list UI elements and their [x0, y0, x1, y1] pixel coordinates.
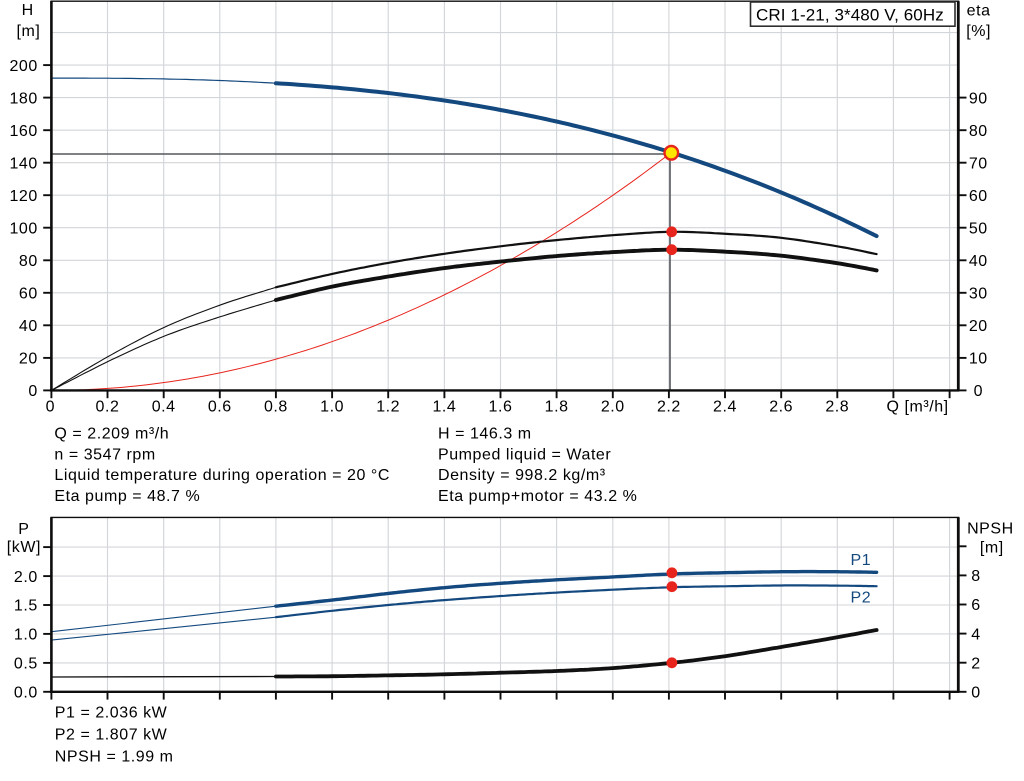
svg-text:0: 0	[28, 383, 37, 400]
svg-text:2: 2	[971, 655, 980, 672]
svg-text:30: 30	[969, 286, 988, 303]
svg-text:0.5: 0.5	[14, 656, 38, 673]
svg-text:NPSH = 1.99 m: NPSH = 1.99 m	[55, 748, 174, 765]
svg-text:20: 20	[969, 318, 988, 335]
svg-text:20: 20	[19, 351, 38, 368]
svg-text:1.2: 1.2	[376, 399, 400, 416]
svg-text:eta: eta	[967, 2, 991, 19]
svg-text:0.0: 0.0	[14, 685, 38, 702]
svg-text:120: 120	[9, 188, 37, 205]
svg-text:P2 = 1.807 kW: P2 = 1.807 kW	[55, 726, 168, 743]
svg-text:[kW]: [kW]	[7, 539, 41, 556]
svg-text:0.6: 0.6	[208, 399, 232, 416]
svg-text:Pumped liquid = Water: Pumped liquid = Water	[438, 446, 611, 463]
svg-text:80: 80	[19, 253, 38, 270]
svg-text:2.6: 2.6	[769, 399, 793, 416]
svg-text:0: 0	[971, 685, 980, 702]
svg-text:2.2: 2.2	[657, 399, 681, 416]
svg-text:2.8: 2.8	[825, 399, 849, 416]
svg-text:0.4: 0.4	[152, 399, 176, 416]
svg-text:P2: P2	[851, 590, 872, 607]
svg-text:80: 80	[969, 123, 988, 140]
svg-text:1.5: 1.5	[14, 598, 38, 615]
svg-text:40: 40	[969, 253, 988, 270]
svg-text:n = 3547 rpm: n = 3547 rpm	[54, 446, 155, 463]
svg-text:1.4: 1.4	[432, 399, 456, 416]
svg-text:CRI 1-21, 3*480 V, 60Hz: CRI 1-21, 3*480 V, 60Hz	[756, 5, 944, 24]
svg-text:100: 100	[9, 220, 37, 237]
svg-text:Density = 998.2 kg/m³: Density = 998.2 kg/m³	[438, 467, 606, 484]
svg-text:60: 60	[969, 188, 988, 205]
svg-text:60: 60	[19, 286, 38, 303]
svg-text:40: 40	[19, 318, 38, 335]
svg-text:P1: P1	[851, 552, 872, 569]
svg-text:Eta pump = 48.7 %: Eta pump = 48.7 %	[54, 488, 200, 505]
svg-text:70: 70	[969, 155, 988, 172]
svg-text:[m]: [m]	[980, 539, 1004, 556]
svg-text:1.6: 1.6	[489, 399, 513, 416]
svg-text:Q [m³/h]: Q [m³/h]	[887, 399, 949, 416]
svg-text:2.0: 2.0	[14, 569, 38, 586]
svg-text:Liquid temperature during oper: Liquid temperature during operation = 20…	[54, 467, 390, 484]
svg-text:140: 140	[9, 155, 37, 172]
svg-text:0: 0	[974, 383, 983, 400]
svg-text:10: 10	[969, 351, 988, 368]
svg-text:4: 4	[971, 626, 980, 643]
svg-text:P1 = 2.036 kW: P1 = 2.036 kW	[55, 704, 168, 721]
svg-text:90: 90	[969, 90, 988, 107]
svg-text:1.8: 1.8	[545, 399, 569, 416]
svg-text:200: 200	[9, 58, 37, 75]
svg-text:[m]: [m]	[16, 23, 40, 40]
svg-text:H: H	[22, 2, 34, 19]
svg-text:[%]: [%]	[966, 23, 991, 40]
svg-text:160: 160	[9, 123, 37, 140]
svg-text:2.4: 2.4	[713, 399, 737, 416]
svg-text:6: 6	[971, 597, 980, 614]
svg-text:180: 180	[9, 90, 37, 107]
svg-text:0.8: 0.8	[264, 399, 288, 416]
svg-text:1.0: 1.0	[320, 399, 344, 416]
svg-text:2.0: 2.0	[601, 399, 625, 416]
svg-text:H = 146.3 m: H = 146.3 m	[438, 426, 532, 443]
svg-text:0.2: 0.2	[96, 399, 120, 416]
svg-text:0: 0	[46, 399, 55, 416]
svg-text:8: 8	[971, 568, 980, 585]
svg-text:P: P	[18, 521, 29, 538]
svg-text:Q = 2.209 m³/h: Q = 2.209 m³/h	[54, 426, 169, 443]
svg-text:NPSH: NPSH	[967, 520, 1014, 537]
svg-text:Eta pump+motor = 43.2 %: Eta pump+motor = 43.2 %	[438, 488, 637, 505]
svg-text:1.0: 1.0	[14, 627, 38, 644]
svg-text:50: 50	[969, 220, 988, 237]
